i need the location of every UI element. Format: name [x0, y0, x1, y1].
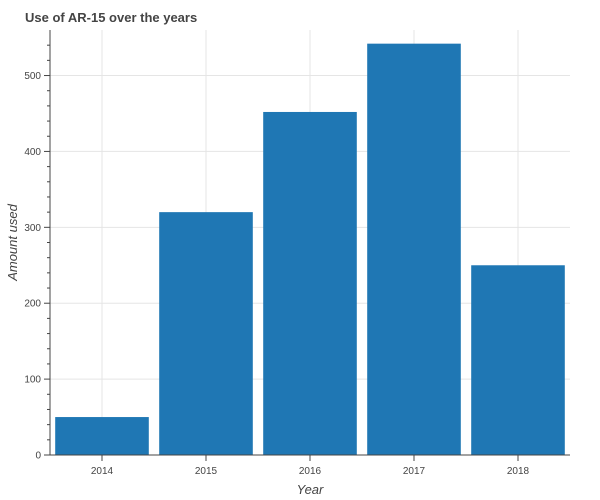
bar-2018 — [471, 265, 565, 455]
x-tick-label: 2014 — [91, 466, 114, 477]
bar-2014 — [55, 417, 149, 455]
x-tick-label: 2016 — [299, 466, 322, 477]
y-ticks: 0 100 200 300 400 500 — [24, 44, 50, 462]
x-ticks: 2014 2015 2016 2017 2018 — [91, 455, 530, 477]
y-tick-label: 0 — [35, 451, 41, 462]
bars — [55, 43, 565, 456]
y-tick-label: 400 — [24, 147, 41, 158]
y-axis-label: Amount used — [5, 203, 20, 281]
x-axis-label: Year — [297, 482, 324, 497]
y-tick-label: 500 — [24, 71, 41, 82]
bar-2015 — [159, 212, 253, 455]
x-tick-label: 2017 — [403, 466, 426, 477]
chart-title: Use of AR-15 over the years — [25, 10, 198, 25]
y-tick-label: 300 — [24, 223, 41, 234]
x-tick-label: 2018 — [507, 466, 530, 477]
y-tick-label: 200 — [24, 299, 41, 310]
y-tick-label: 100 — [24, 375, 41, 386]
x-tick-label: 2015 — [195, 466, 218, 477]
bar-2016 — [263, 111, 357, 455]
bar-2017 — [367, 43, 461, 456]
